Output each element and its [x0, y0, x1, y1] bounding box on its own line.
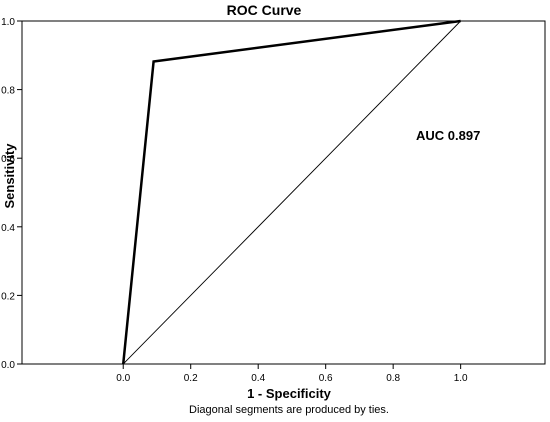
series-layer	[121, 19, 461, 365]
y-tick-label: 1.0	[1, 17, 15, 28]
x-tick-label: 1.0	[454, 373, 468, 384]
y-tick-label: 0.2	[1, 291, 15, 302]
axis-ticks: 0.0 0.2 0.4 0.6 0.8 1.0 0.0 0.2 0.4 0.6 0.8 1.0	[1, 17, 468, 384]
auc-annotation: AUC 0.897	[416, 128, 480, 143]
chart-footnote: Diagonal segments are produced by ties.	[189, 404, 389, 416]
y-tick-label: 0.4	[1, 223, 15, 234]
x-tick-label: 0.4	[251, 373, 265, 384]
x-tick-label: 0.2	[184, 373, 198, 384]
y-axis-title: Sensitivity	[2, 143, 17, 209]
x-tick-label: 0.0	[116, 373, 130, 384]
y-tick-label: 0.0	[1, 360, 15, 371]
y-tick-label: 0.8	[1, 86, 15, 97]
roc-curve-line	[121, 19, 461, 365]
y-tick-label: 0.6	[1, 154, 15, 165]
chart-title: ROC Curve	[227, 2, 302, 18]
x-axis-title: 1 - Specificity	[247, 386, 332, 401]
plot-frame	[21, 20, 546, 365]
x-tick-label: 0.8	[386, 373, 400, 384]
reference-diagonal-line	[122, 20, 461, 365]
x-tick-label: 0.6	[319, 373, 333, 384]
